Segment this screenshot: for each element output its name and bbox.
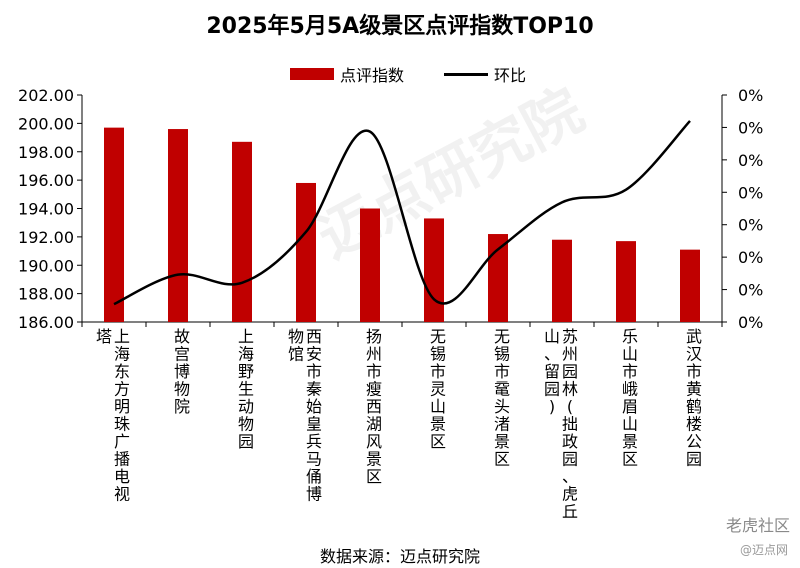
net-watermark: @迈点网 (739, 543, 788, 557)
x-tick-label: 塔 (96, 327, 112, 346)
y2-tick-label: 0% (738, 86, 763, 105)
x-tick-label: 无锡市灵山景区 (430, 327, 446, 451)
y2-tick-label: 0% (738, 118, 763, 137)
bar (552, 239, 572, 322)
bar (424, 218, 444, 322)
x-tick-label: 无锡市鼋头渚景区 (494, 327, 510, 469)
y2-tick-label: 0% (738, 183, 763, 202)
x-tick-label: 扬州市瘦西湖风景区 (366, 327, 382, 486)
y2-tick-label: 0% (738, 313, 763, 332)
bar (168, 129, 188, 322)
x-tick-label: 苏州园林(拙政园、虎丘 (562, 327, 578, 521)
y-tick-label: 194.00 (18, 200, 74, 219)
x-tick-label: 物馆 (288, 327, 304, 364)
y-tick-label: 192.00 (18, 228, 74, 247)
y-tick-label: 188.00 (18, 285, 74, 304)
legend: 点评指数 环比 (290, 62, 526, 86)
chart-title: 2025年5月5A级景区点评指数TOP10 (206, 14, 594, 39)
y-tick-label: 202.00 (18, 86, 74, 105)
y-tick-label: 186.00 (18, 313, 74, 332)
x-tick-label: 山、留园) (544, 327, 560, 416)
bar (296, 182, 316, 322)
site-watermark: 老虎社区 (725, 516, 790, 535)
x-tick-label: 武汉市黄鹤楼公园 (686, 327, 702, 469)
bar (360, 208, 380, 322)
source-note: 数据来源：迈点研究院 (319, 547, 480, 566)
x-tick-label: 故宫博物院 (174, 327, 190, 416)
bar (488, 234, 508, 322)
y2-tick-label: 0% (738, 248, 763, 267)
bar (232, 141, 252, 322)
legend-bar-swatch (290, 68, 334, 80)
y-tick-label: 200.00 (18, 114, 74, 133)
legend-line-label: 环比 (494, 66, 527, 85)
bar (104, 127, 124, 322)
y-tick-label: 196.00 (18, 171, 74, 190)
y-tick-label: 190.00 (18, 256, 74, 275)
legend-bar-label: 点评指数 (340, 66, 405, 85)
y2-tick-label: 0% (738, 281, 763, 300)
legend-line-swatch (444, 72, 489, 76)
bar (680, 249, 700, 322)
x-tick-label: 上海东方明珠广播电视 (114, 327, 130, 504)
y-tick-label: 198.00 (18, 143, 74, 162)
bar (616, 241, 636, 322)
x-tick-label: 上海野生动物园 (238, 327, 254, 451)
line-series (113, 120, 691, 306)
y2-tick-label: 0% (738, 151, 763, 170)
x-tick-label: 乐山市峨眉山景区 (622, 327, 638, 469)
y2-tick-label: 0% (738, 216, 763, 235)
x-tick-label: 西安市秦始皇兵马俑博 (306, 327, 322, 504)
